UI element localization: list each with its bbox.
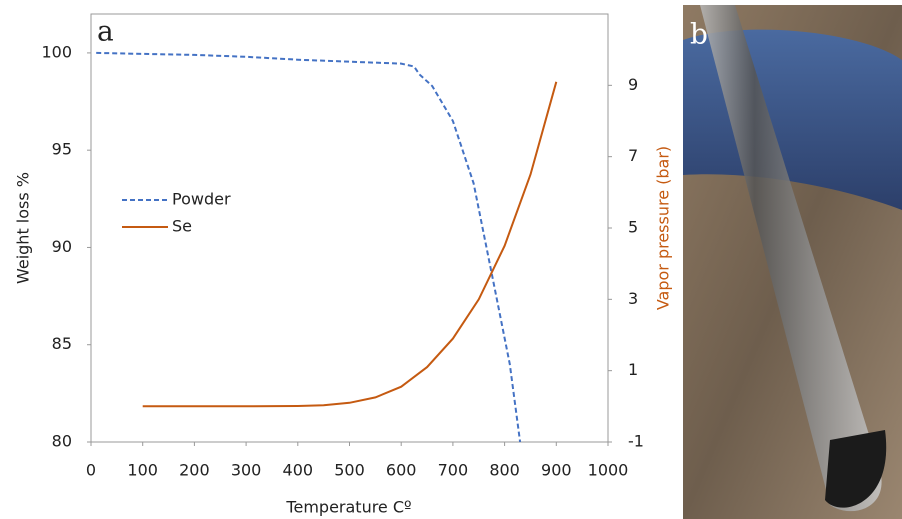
y-axis-label: Weight loss % [14,172,33,284]
photo: b [683,5,902,519]
plot-frame [90,13,609,443]
x-tick-label: 600 [386,461,417,480]
legend-label: Se [172,217,192,236]
x-tick-label: 1000 [588,461,629,480]
legend-label: Powder [172,190,231,209]
x-tick-label: 800 [489,461,520,480]
x-tick-label: 700 [438,461,469,480]
tube-bottom [825,430,887,508]
y-tick-label: 95 [52,140,72,159]
x-axis-label: Temperature Cº [285,498,411,517]
x-tick-label: 400 [283,461,314,480]
tube [700,5,882,512]
x-tick-label: 900 [541,461,572,480]
panel-label: a [97,15,114,48]
series-line [96,51,522,443]
y-tick-label: 90 [52,237,72,256]
series-line [142,81,558,408]
y-tick-label: 80 [52,432,72,451]
y2-tick-label: 9 [628,75,638,94]
y2-tick-label: 3 [628,289,638,308]
y2-axis-label: Vapor pressure (bar) [654,146,673,310]
x-tick-label: 100 [127,461,158,480]
panel-label: b [690,18,708,51]
y-tick-label: 100 [41,42,72,61]
x-tick-label: 500 [334,461,365,480]
x-tick-label: 300 [231,461,262,480]
y2-tick-label: 7 [628,146,638,165]
x-tick-label: 200 [179,461,210,480]
y2-tick-label: 1 [628,360,638,379]
y2-tick-label: -1 [628,432,644,451]
x-tick-label: 0 [86,461,96,480]
y-tick-label: 85 [52,334,72,353]
y2-tick-label: 5 [628,218,638,237]
